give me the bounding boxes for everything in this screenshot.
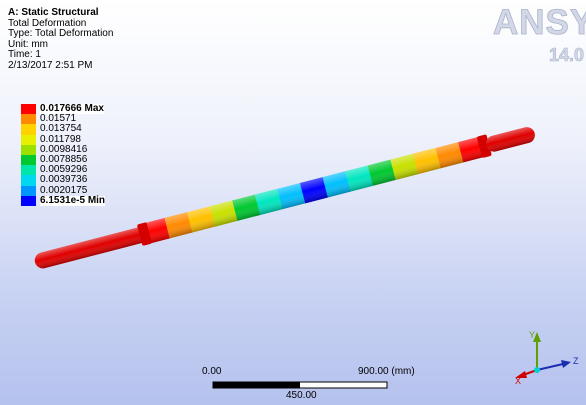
legend-swatch bbox=[21, 144, 36, 155]
legend-label: 0.011798 bbox=[40, 133, 81, 145]
legend-label: 6.1531e-5 Min bbox=[40, 194, 106, 206]
x-axis-arrow bbox=[515, 371, 527, 378]
legend-label: 0.0039736 bbox=[40, 174, 88, 186]
legend-entry: 0.0039736 bbox=[21, 174, 161, 186]
legend-entry: 0.013754 bbox=[21, 123, 161, 135]
scale-label-left: 0.00 bbox=[202, 366, 222, 377]
legend-entry: 0.011798 bbox=[21, 133, 161, 145]
y-axis-arrow bbox=[533, 332, 541, 342]
scale-ruler bbox=[212, 381, 388, 389]
legend-label: 0.013754 bbox=[40, 123, 82, 135]
result-time: Time: 1 bbox=[8, 49, 41, 60]
legend-entry: 0.0020175 bbox=[21, 184, 161, 196]
scale-label-right: 900.00 (mm) bbox=[358, 366, 415, 377]
analysis-title: A: Static Structural bbox=[8, 7, 99, 18]
shaft-right-end-shade bbox=[485, 127, 535, 152]
legend-entry: 0.017666 Max bbox=[21, 103, 161, 115]
legend-swatch bbox=[21, 154, 36, 166]
legend-label: 0.0098416 bbox=[40, 143, 88, 155]
shaft-left-end-shade bbox=[34, 227, 147, 269]
legend-label: 0.0078856 bbox=[40, 153, 88, 165]
result-date: 2/13/2017 2:51 PM bbox=[8, 59, 93, 71]
result-unit: Unit: mm bbox=[8, 38, 48, 50]
z-axis-arrow bbox=[561, 360, 571, 368]
legend-entry: 6.1531e-5 Min bbox=[21, 194, 161, 206]
result-info-block: A: Static Structural Total Deformation T… bbox=[8, 7, 114, 71]
contour-legend[interactable]: 0.017666 Max 0.01571 0.013754 0.011798 0.009… bbox=[21, 104, 161, 206]
triad-origin bbox=[534, 367, 540, 373]
legend-swatch bbox=[21, 165, 36, 176]
scale-label-mid: 450.00 bbox=[286, 390, 317, 401]
ansys-logo: ANSYS 14.0 bbox=[493, 3, 586, 66]
legend-swatch bbox=[21, 124, 36, 135]
shaft-body-shade bbox=[141, 136, 486, 245]
result-type: Type: Total Deformation bbox=[8, 28, 114, 39]
legend-swatch bbox=[21, 175, 36, 186]
z-axis-line bbox=[536, 363, 564, 371]
legend-label: 0.0059296 bbox=[40, 164, 88, 176]
x-axis-label: X bbox=[515, 376, 521, 384]
legend-entry: 0.0059296 bbox=[21, 164, 161, 176]
legend-entry: 0.01571 bbox=[21, 113, 161, 125]
coordinate-triad[interactable]: Y Z X bbox=[505, 322, 585, 384]
result-name: Total Deformation bbox=[8, 17, 87, 29]
logo-brand: ANSYS bbox=[493, 3, 586, 42]
shaft-model[interactable] bbox=[32, 123, 537, 273]
legend-swatch bbox=[21, 185, 36, 196]
y-axis-label: Y bbox=[529, 330, 535, 340]
legend-swatch bbox=[21, 195, 36, 206]
legend-label: 0.0020175 bbox=[40, 184, 88, 196]
legend-label: 0.017666 Max bbox=[40, 103, 104, 114]
legend-entry: 0.0078856 bbox=[21, 153, 161, 166]
legend-swatch bbox=[21, 134, 36, 145]
legend-entry: 0.0098416 bbox=[21, 143, 161, 155]
z-axis-label: Z bbox=[573, 356, 579, 366]
legend-label: 0.01571 bbox=[40, 113, 77, 125]
logo-version: 14.0 bbox=[549, 45, 584, 65]
legend-swatch bbox=[21, 114, 36, 125]
legend-swatch bbox=[21, 104, 36, 115]
shaft-left-collar bbox=[137, 222, 152, 246]
scale-bar: 0.00 900.00 (mm) 450.00 bbox=[180, 366, 470, 402]
